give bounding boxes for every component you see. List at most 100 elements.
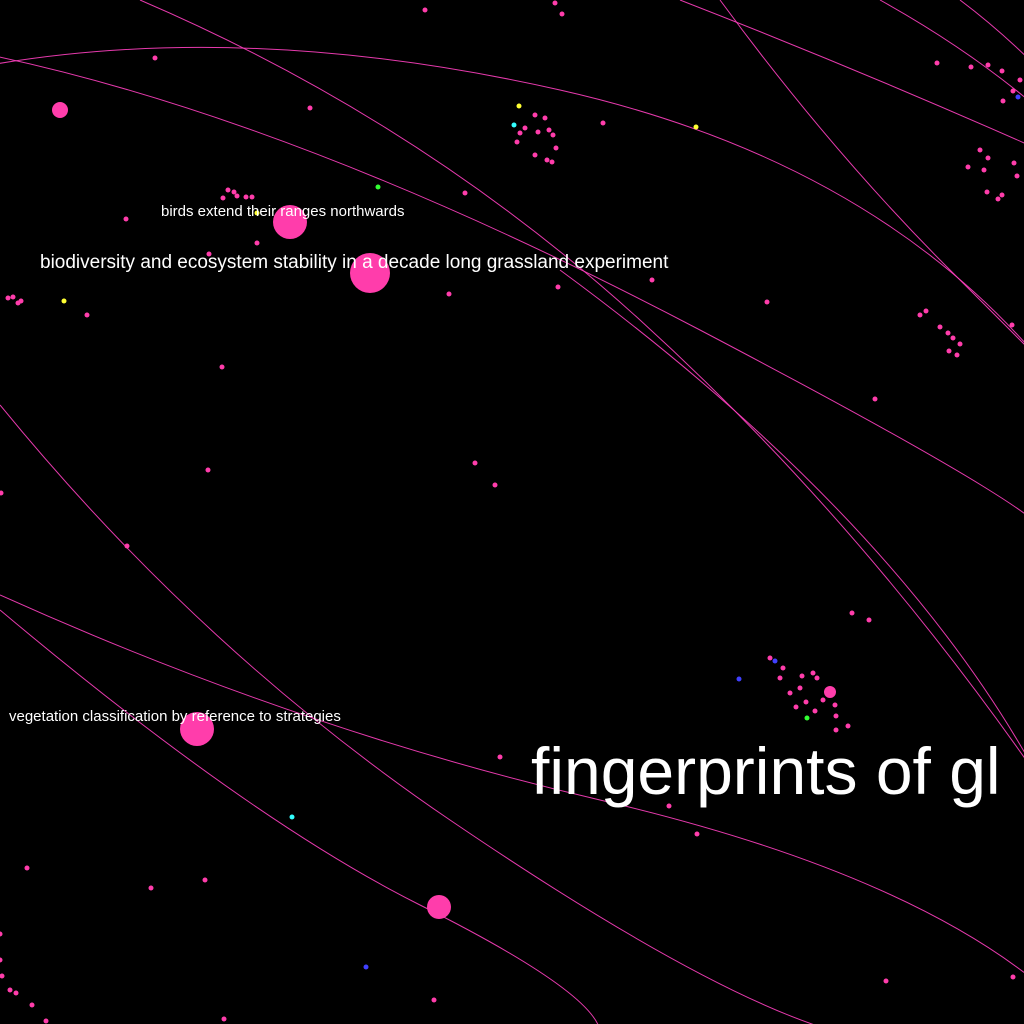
paper-node[interactable] <box>1015 94 1021 100</box>
paper-node-major[interactable] <box>350 253 390 293</box>
paper-node[interactable] <box>219 364 225 370</box>
paper-node[interactable] <box>0 957 3 963</box>
paper-node[interactable] <box>552 0 558 6</box>
paper-node-major[interactable] <box>273 205 307 239</box>
paper-node[interactable] <box>514 139 520 145</box>
paper-node[interactable] <box>787 690 793 696</box>
paper-node[interactable] <box>981 167 987 173</box>
paper-node[interactable] <box>0 931 3 937</box>
paper-node[interactable] <box>254 240 260 246</box>
paper-node[interactable] <box>152 55 158 61</box>
paper-node[interactable] <box>13 990 19 996</box>
paper-node[interactable] <box>0 490 4 496</box>
paper-node[interactable] <box>845 723 851 729</box>
paper-node[interactable] <box>804 715 810 721</box>
paper-node[interactable] <box>693 124 699 130</box>
paper-node[interactable] <box>999 68 1005 74</box>
paper-node[interactable] <box>462 190 468 196</box>
paper-node[interactable] <box>883 978 889 984</box>
paper-node[interactable] <box>1014 173 1020 179</box>
paper-node[interactable] <box>984 189 990 195</box>
paper-node[interactable] <box>243 194 249 200</box>
paper-node[interactable] <box>767 655 773 661</box>
paper-node[interactable] <box>231 189 237 195</box>
paper-node[interactable] <box>307 105 313 111</box>
paper-node[interactable] <box>289 814 295 820</box>
paper-node[interactable] <box>84 312 90 318</box>
paper-node[interactable] <box>24 865 30 871</box>
paper-node-major[interactable] <box>427 895 451 919</box>
paper-node[interactable] <box>472 460 478 466</box>
paper-node[interactable] <box>780 665 786 671</box>
paper-node[interactable] <box>532 152 538 158</box>
paper-node[interactable] <box>777 675 783 681</box>
paper-node[interactable] <box>772 658 778 664</box>
paper-node[interactable] <box>61 298 67 304</box>
paper-node[interactable] <box>945 330 951 336</box>
paper-node[interactable] <box>553 145 559 151</box>
paper-node[interactable] <box>532 112 538 118</box>
paper-node[interactable] <box>542 115 548 121</box>
paper-node[interactable] <box>234 193 240 199</box>
paper-node[interactable] <box>803 699 809 705</box>
paper-node[interactable] <box>7 987 13 993</box>
paper-node[interactable] <box>422 7 428 13</box>
paper-node[interactable] <box>124 543 130 549</box>
paper-node[interactable] <box>549 159 555 165</box>
paper-node[interactable] <box>43 1018 49 1024</box>
paper-node[interactable] <box>29 1002 35 1008</box>
paper-node[interactable] <box>517 130 523 136</box>
paper-node[interactable] <box>600 120 606 126</box>
paper-node[interactable] <box>1010 974 1016 980</box>
paper-node[interactable] <box>221 1016 227 1022</box>
paper-node[interactable] <box>797 685 803 691</box>
paper-node[interactable] <box>832 702 838 708</box>
paper-node[interactable] <box>917 312 923 318</box>
paper-node[interactable] <box>810 670 816 676</box>
paper-node[interactable] <box>205 467 211 473</box>
paper-node[interactable] <box>550 132 556 138</box>
paper-node[interactable] <box>522 125 528 131</box>
paper-node[interactable] <box>497 754 503 760</box>
paper-node[interactable] <box>950 335 956 341</box>
paper-node[interactable] <box>446 291 452 297</box>
paper-node[interactable] <box>18 298 24 304</box>
paper-node[interactable] <box>954 352 960 358</box>
paper-node[interactable] <box>0 973 5 979</box>
paper-node[interactable] <box>1017 77 1023 83</box>
paper-node[interactable] <box>820 697 826 703</box>
paper-node-major[interactable] <box>824 686 836 698</box>
paper-node[interactable] <box>649 277 655 283</box>
paper-node[interactable] <box>10 294 16 300</box>
paper-node[interactable] <box>1011 160 1017 166</box>
paper-node[interactable] <box>694 831 700 837</box>
paper-node[interactable] <box>375 184 381 190</box>
paper-node[interactable] <box>985 155 991 161</box>
paper-node[interactable] <box>123 216 129 222</box>
paper-node[interactable] <box>995 196 1001 202</box>
paper-node[interactable] <box>559 11 565 17</box>
paper-node[interactable] <box>833 727 839 733</box>
paper-node[interactable] <box>985 62 991 68</box>
paper-node[interactable] <box>535 129 541 135</box>
paper-node[interactable] <box>1009 322 1015 328</box>
paper-node-major[interactable] <box>52 102 68 118</box>
paper-node[interactable] <box>849 610 855 616</box>
paper-node[interactable] <box>254 210 260 216</box>
paper-node[interactable] <box>546 127 552 133</box>
paper-node[interactable] <box>5 295 11 301</box>
paper-node[interactable] <box>511 122 517 128</box>
paper-node-major[interactable] <box>180 712 214 746</box>
paper-node[interactable] <box>937 324 943 330</box>
paper-node[interactable] <box>799 673 805 679</box>
paper-node[interactable] <box>516 103 522 109</box>
paper-node[interactable] <box>764 299 770 305</box>
paper-node[interactable] <box>555 284 561 290</box>
paper-node[interactable] <box>965 164 971 170</box>
paper-node[interactable] <box>220 195 226 201</box>
paper-node[interactable] <box>249 194 255 200</box>
paper-node[interactable] <box>833 713 839 719</box>
paper-node[interactable] <box>866 617 872 623</box>
paper-node[interactable] <box>812 708 818 714</box>
